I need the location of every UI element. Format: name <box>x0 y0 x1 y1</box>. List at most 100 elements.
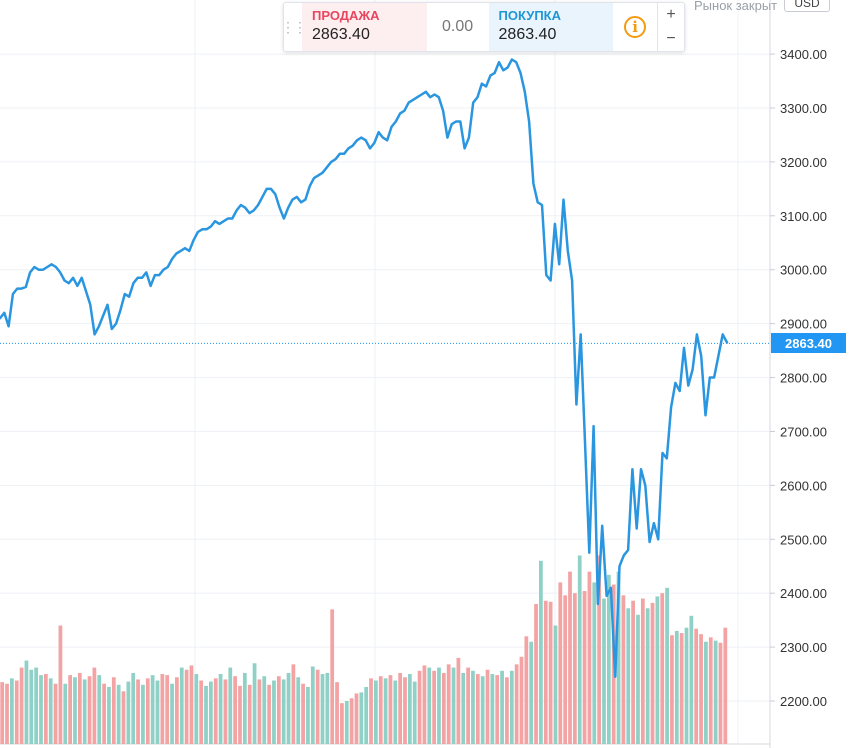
volume-bar <box>155 680 160 744</box>
volume-bar <box>456 657 461 744</box>
sell-button[interactable]: ПРОДАЖА 2863.40 <box>302 3 427 51</box>
volume-bar <box>582 591 587 744</box>
sell-price: 2863.40 <box>312 26 370 43</box>
volume-bar <box>320 674 325 744</box>
volume-bar <box>281 679 286 744</box>
volume-bar <box>524 636 529 744</box>
volume-bar <box>606 574 611 744</box>
volume-bar <box>670 635 674 744</box>
volume-bar <box>388 675 393 744</box>
volume-bar <box>441 672 446 744</box>
volume-bar <box>505 677 509 744</box>
volume-bar <box>301 683 305 744</box>
spread-value: 0.00 <box>442 18 474 35</box>
volume-bar <box>73 677 77 744</box>
info-button[interactable]: i <box>613 3 657 51</box>
volume-bar <box>179 667 184 744</box>
volume-bar <box>116 684 121 744</box>
volume-bar <box>369 678 373 744</box>
volume-bar <box>485 669 490 744</box>
y-tick-label: 3100.00 <box>780 209 827 224</box>
y-tick-label: 2900.00 <box>780 317 827 332</box>
volume-bar <box>393 680 398 744</box>
volume-bar <box>572 593 577 744</box>
volume-bar <box>310 666 315 744</box>
volume-bar <box>150 675 155 744</box>
buy-label: ПОКУПКА <box>498 8 561 23</box>
volume-bar <box>383 678 388 744</box>
volume-bar <box>291 664 296 744</box>
volume-bar <box>660 593 665 744</box>
volume-bar <box>723 627 728 744</box>
volume-bar <box>111 677 116 744</box>
volume-bar <box>480 676 485 744</box>
volume-bar <box>102 683 106 744</box>
volume-bar <box>466 667 470 744</box>
volume-bar <box>471 670 475 744</box>
y-tick-label: 2300.00 <box>780 640 827 655</box>
volume-bar <box>451 667 456 744</box>
volume-bar <box>349 698 354 744</box>
minus-button[interactable]: − <box>666 30 676 47</box>
volume-bar <box>446 664 451 744</box>
volume-bar <box>621 595 626 744</box>
volume-bar <box>475 674 480 744</box>
volume-bar <box>558 582 563 744</box>
price-line-layer <box>0 58 770 678</box>
volume-bar <box>97 675 102 744</box>
volume-bar <box>539 560 543 744</box>
volume-bar <box>53 683 58 744</box>
volume-bar <box>208 681 213 744</box>
volume-bar <box>645 608 650 744</box>
currency-selector[interactable]: USD <box>784 0 830 12</box>
y-tick-label: 2800.00 <box>780 371 827 386</box>
volume-bar <box>19 667 24 744</box>
volume-bar <box>58 625 63 744</box>
volume-bar <box>378 676 383 744</box>
volume-bar <box>257 679 262 744</box>
volume-bar <box>5 683 9 744</box>
volume-bar <box>199 680 204 744</box>
volume-bar <box>718 642 723 744</box>
volume-bar <box>107 686 111 744</box>
volume-bar <box>340 703 344 744</box>
volume-bar <box>597 555 602 744</box>
volume-bar <box>514 664 519 744</box>
current-price-badge: 2863.40 <box>771 333 846 353</box>
volume-bar <box>543 600 548 744</box>
volume-bar <box>267 684 271 744</box>
volume-bar <box>563 595 568 744</box>
volume-bar <box>170 683 174 744</box>
volume-bar <box>587 571 592 744</box>
market-status-label: Рынок закрыт <box>694 0 778 13</box>
drag-handle-icon[interactable]: ⋮⋮ <box>281 18 307 35</box>
volume-bar <box>286 672 291 744</box>
volume-bar <box>553 625 558 744</box>
volume-bar <box>461 672 466 744</box>
volume-bar <box>335 682 339 744</box>
volume-bar <box>233 676 238 744</box>
volume-bar <box>136 679 140 744</box>
volume-bar <box>529 641 534 744</box>
volume-bar <box>223 679 228 744</box>
volume-bar <box>699 634 703 744</box>
volume-bar <box>495 675 500 744</box>
volume-bar <box>247 684 252 744</box>
volume-bar <box>602 598 606 744</box>
volume-bar <box>10 678 14 744</box>
y-tick-label: 3200.00 <box>780 155 827 170</box>
volume-bar <box>213 678 218 744</box>
volume-bar <box>160 674 165 744</box>
grid-lines <box>0 0 770 745</box>
volume-bar <box>344 701 349 744</box>
info-icon: i <box>624 16 647 38</box>
volume-bar <box>437 667 441 744</box>
volume-bar <box>650 602 655 744</box>
volume-bar <box>63 683 68 744</box>
buy-button[interactable]: ПОКУПКА 2863.40 <box>488 3 614 51</box>
volume-bar <box>29 669 34 744</box>
volume-bar <box>500 670 504 744</box>
volume-bar <box>121 691 126 744</box>
plus-button[interactable]: + <box>666 6 676 23</box>
